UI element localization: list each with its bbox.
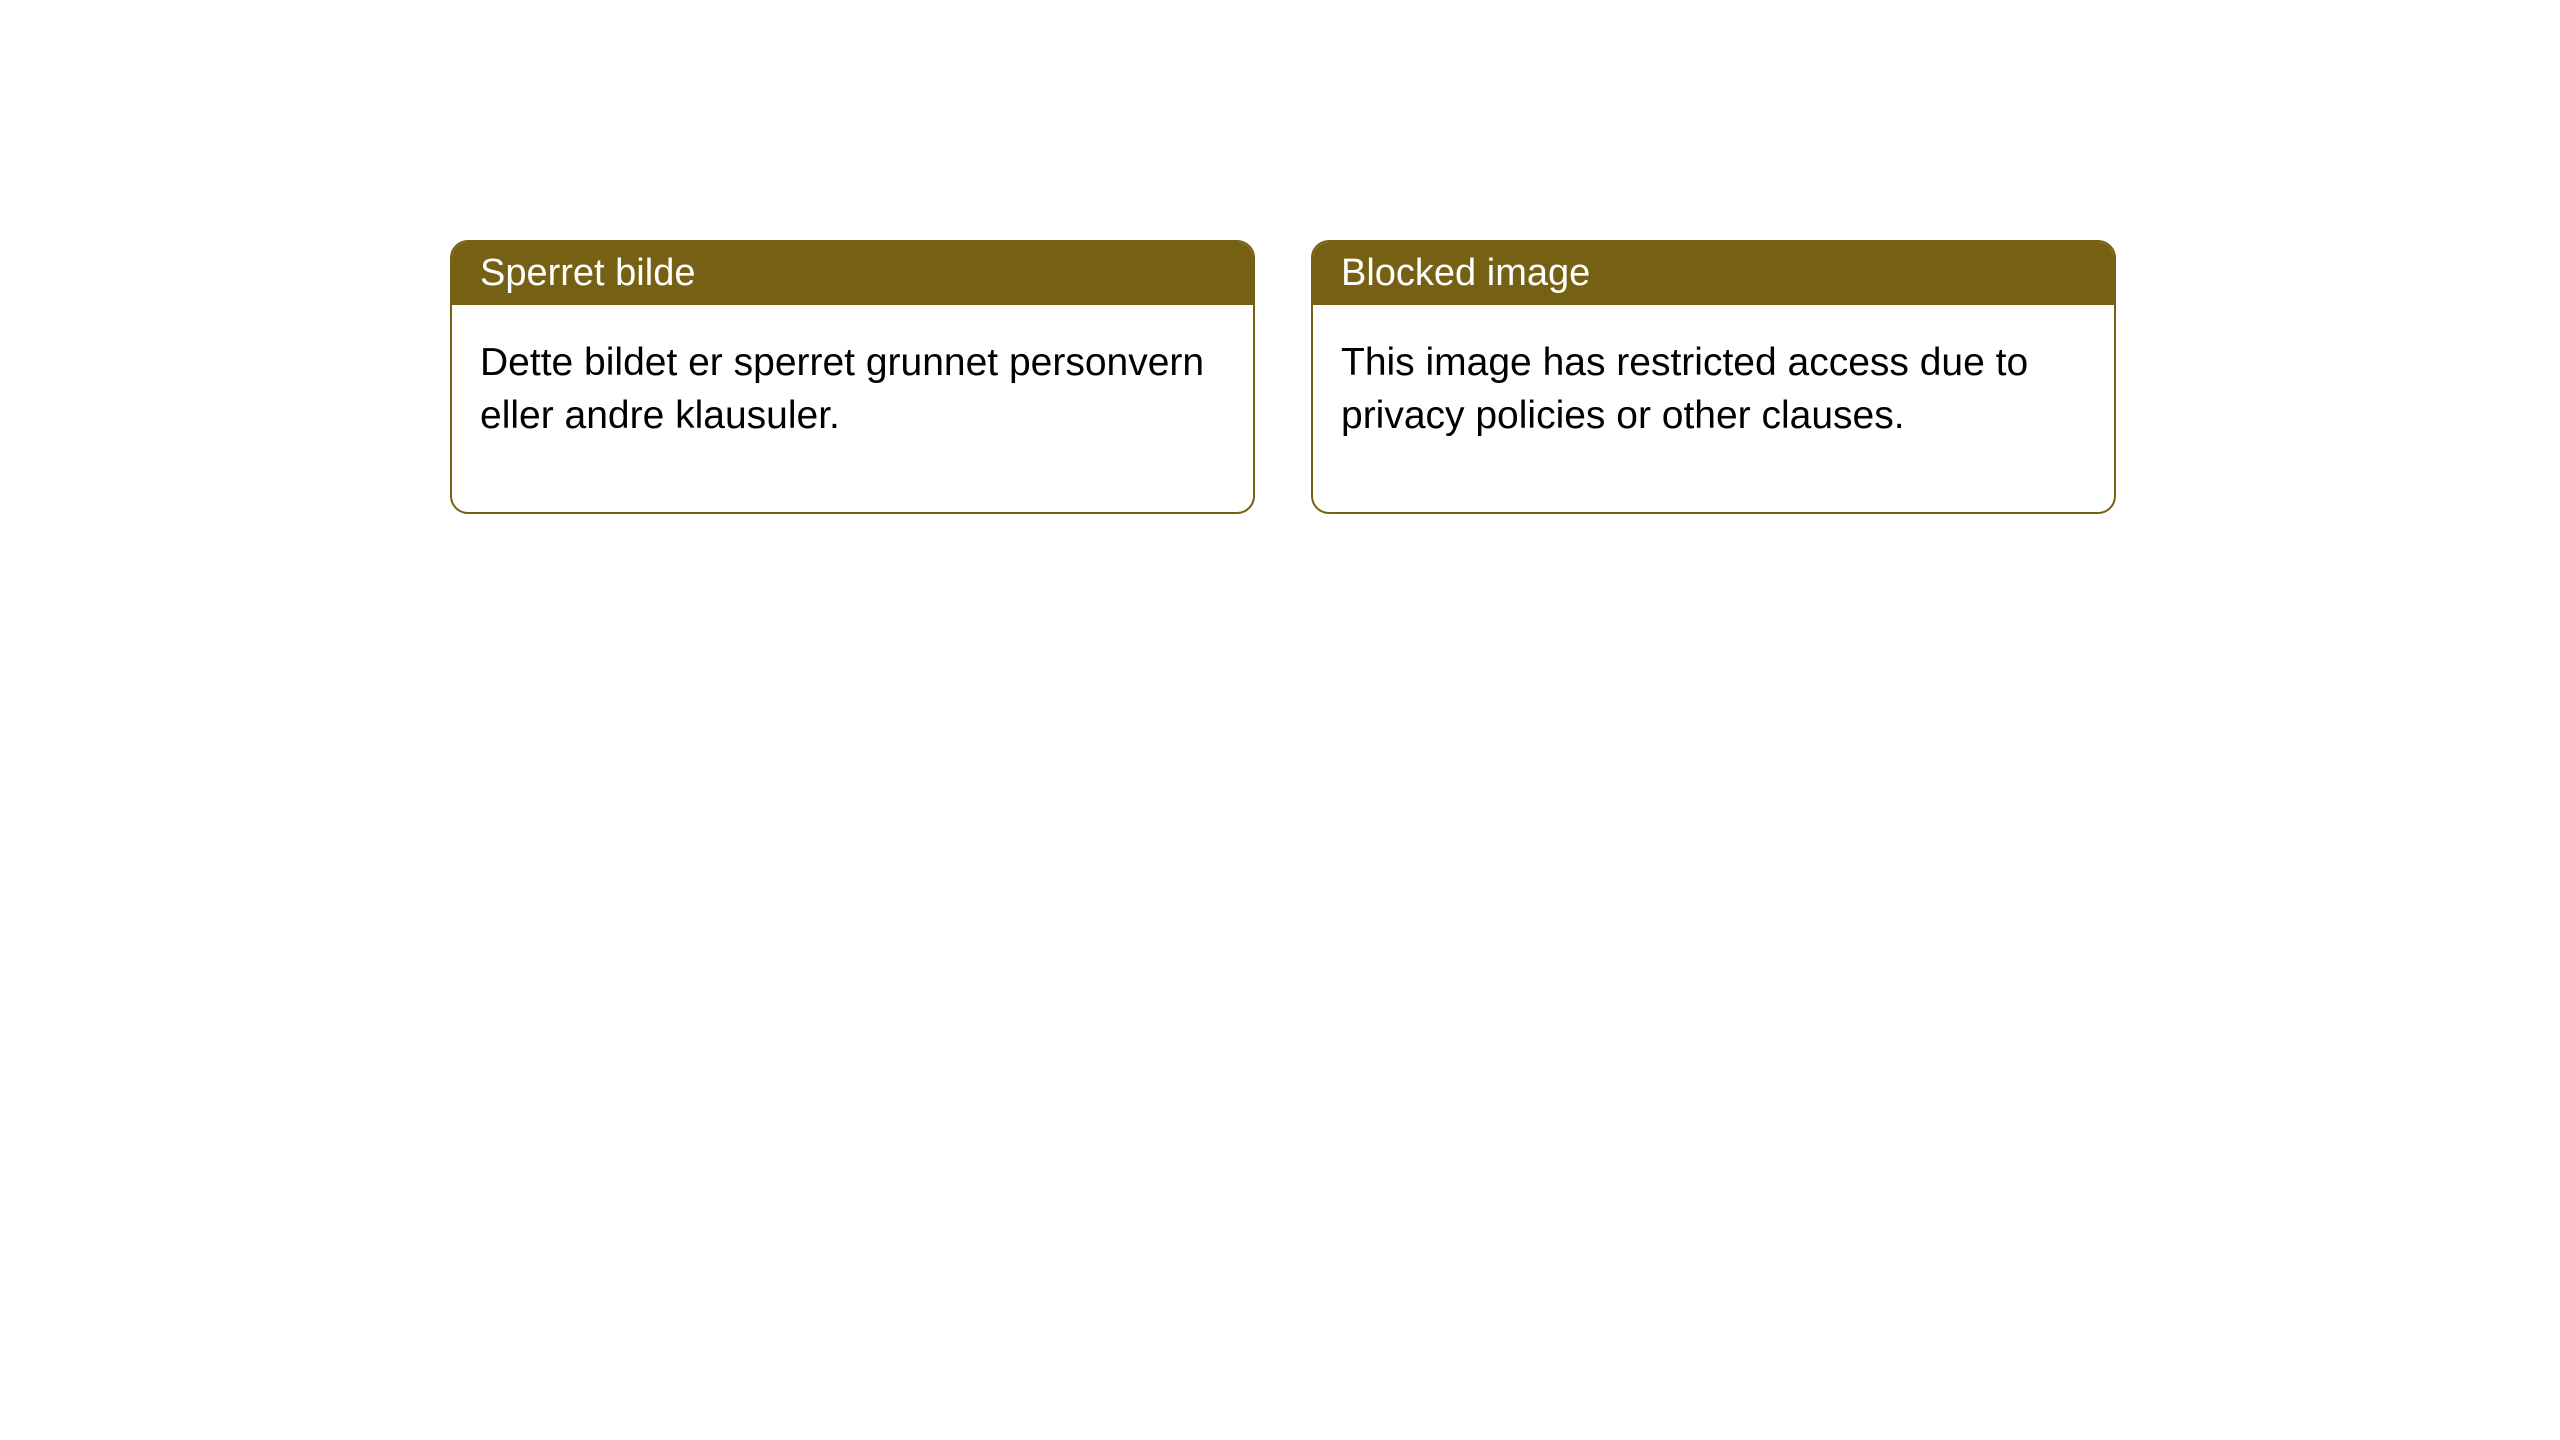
card-title: Blocked image: [1313, 242, 2114, 305]
card-body: Dette bildet er sperret grunnet personve…: [452, 305, 1253, 512]
notice-card-norwegian: Sperret bilde Dette bildet er sperret gr…: [450, 240, 1255, 514]
card-body: This image has restricted access due to …: [1313, 305, 2114, 512]
card-title: Sperret bilde: [452, 242, 1253, 305]
notice-card-english: Blocked image This image has restricted …: [1311, 240, 2116, 514]
notice-container: Sperret bilde Dette bildet er sperret gr…: [0, 0, 2560, 514]
